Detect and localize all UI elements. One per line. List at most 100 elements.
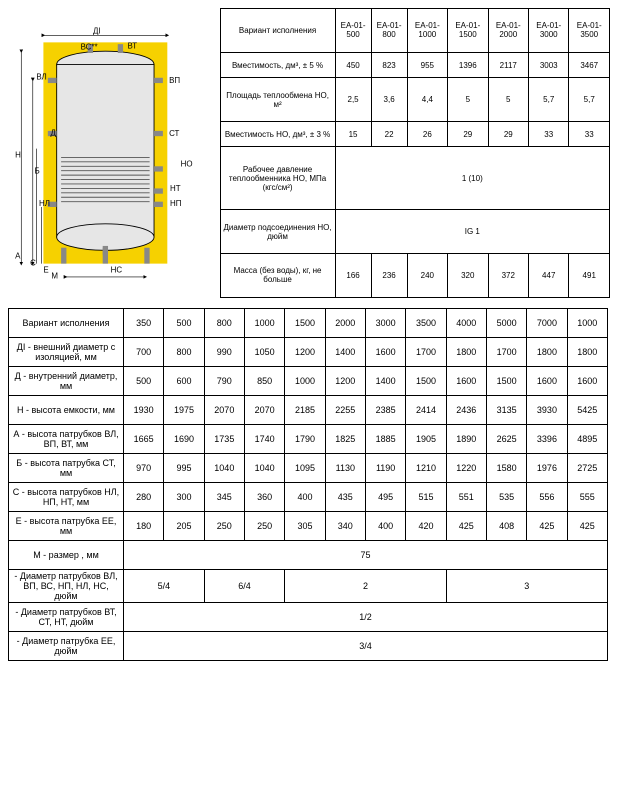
t1-cell: 5 [488, 78, 528, 122]
t1-cell: 450 [335, 52, 371, 77]
t2-cell: 1800 [446, 338, 486, 367]
t2-cell: 556 [527, 483, 567, 512]
t2-cell: 2070 [204, 396, 244, 425]
t2-cell: 1210 [406, 454, 446, 483]
t2-cell: 400 [365, 512, 405, 541]
t2-cell: 850 [244, 367, 284, 396]
t1-cell: 1 (10) [335, 147, 609, 210]
t2-cell: 305 [285, 512, 325, 541]
t2-cell: 2436 [446, 396, 486, 425]
t2-cell: 1040 [244, 454, 284, 483]
t2-cell: 345 [204, 483, 244, 512]
t2-cell: 1600 [365, 338, 405, 367]
t2-cell: 551 [446, 483, 486, 512]
t2-cell: 6/4 [204, 570, 285, 603]
t2-row-label: С - высота патрубков НЛ, НП, НТ, мм [9, 483, 124, 512]
t1-cell: 2,5 [335, 78, 371, 122]
t1-cell: IG 1 [335, 210, 609, 254]
lbl-vl: ВЛ [36, 73, 46, 82]
t2-cell: 3 [446, 570, 607, 603]
t1-cell: 33 [529, 122, 569, 147]
t2-cell: 1690 [164, 425, 204, 454]
lbl-m: М [51, 272, 58, 281]
t1-cell: 823 [371, 52, 407, 77]
t2-cell: 425 [527, 512, 567, 541]
t2-cell: 280 [124, 483, 164, 512]
t2-cell: 250 [204, 512, 244, 541]
t1-cell: 955 [407, 52, 447, 77]
t2-cell: 1/2 [124, 603, 608, 632]
t1-header: EA-01-2000 [488, 9, 528, 53]
lbl-ns: НС [111, 265, 123, 274]
t1-cell: 166 [335, 253, 371, 297]
t2-header: 3000 [365, 309, 405, 338]
t2-header: Вариант исполнения [9, 309, 124, 338]
t1-cell: 320 [448, 253, 488, 297]
t2-cell: 1500 [486, 367, 526, 396]
t2-cell: 1600 [527, 367, 567, 396]
t2-header: 7000 [527, 309, 567, 338]
t2-cell: 360 [244, 483, 284, 512]
t2-cell: 1800 [567, 338, 607, 367]
t2-cell: 600 [164, 367, 204, 396]
t2-cell: 5425 [567, 396, 607, 425]
t2-cell: 1095 [285, 454, 325, 483]
lbl-h: Н [15, 150, 21, 159]
lbl-a: А [15, 251, 21, 260]
t1-cell: 236 [371, 253, 407, 297]
t1-cell: 491 [569, 253, 610, 297]
t2-header: 1000 [244, 309, 284, 338]
t1-row-label: Площадь теплообмена НО, м² [220, 78, 335, 122]
t2-cell: 500 [124, 367, 164, 396]
t2-cell: 1200 [285, 338, 325, 367]
t2-row-label: А - высота патрубков ВЛ, ВП, ВТ, мм [9, 425, 124, 454]
t2-cell: 995 [164, 454, 204, 483]
t2-header: 1500 [285, 309, 325, 338]
t2-cell: 990 [204, 338, 244, 367]
t2-cell: 180 [124, 512, 164, 541]
t2-cell: 1700 [486, 338, 526, 367]
lbl-d: Д [50, 128, 56, 137]
t1-cell: 3003 [529, 52, 569, 77]
t2-cell: 400 [285, 483, 325, 512]
t2-cell: 700 [124, 338, 164, 367]
t2-cell: 1930 [124, 396, 164, 425]
t1-row-label: Масса (без воды), кг, не больше [220, 253, 335, 297]
lbl-vp: ВП [169, 76, 180, 85]
t2-row-label: Е - высота патрубка ЕЕ, мм [9, 512, 124, 541]
t2-header: 1000 [567, 309, 607, 338]
t1-row-label: Рабочее давление теплообменника НО, МПа … [220, 147, 335, 210]
t2-cell: 4895 [567, 425, 607, 454]
t1-cell: 447 [529, 253, 569, 297]
t1-cell: 5 [448, 78, 488, 122]
t2-cell: 1905 [406, 425, 446, 454]
t2-cell: 1000 [285, 367, 325, 396]
t2-cell: 1825 [325, 425, 365, 454]
t2-cell: 75 [124, 541, 608, 570]
t2-cell: 1040 [204, 454, 244, 483]
t2-row-label: Н - высота емкости, мм [9, 396, 124, 425]
spec-table-top: Вариант исполненияEA-01-500EA-01-800EA-0… [220, 8, 610, 298]
t2-header: 800 [204, 309, 244, 338]
lbl-vt: ВТ [127, 42, 137, 51]
t2-row-label: ДІ - внешний диаметр с изоляцией, мм [9, 338, 124, 367]
t2-header: 500 [164, 309, 204, 338]
t2-cell: 1200 [325, 367, 365, 396]
t2-cell: 420 [406, 512, 446, 541]
t1-row-label: Диаметр подсоединения НО, дюйм [220, 210, 335, 254]
t2-cell: 1665 [124, 425, 164, 454]
t1-header: EA-01-3000 [529, 9, 569, 53]
t2-cell: 1700 [406, 338, 446, 367]
t2-cell: 1740 [244, 425, 284, 454]
t2-cell: 495 [365, 483, 405, 512]
t1-header: Вариант исполнения [220, 9, 335, 53]
t1-cell: 29 [448, 122, 488, 147]
t2-cell: 2070 [244, 396, 284, 425]
t2-cell: 2625 [486, 425, 526, 454]
t1-header: EA-01-3500 [569, 9, 610, 53]
t1-row-label: Вместимость, дм³, ± 5 % [220, 52, 335, 77]
t2-cell: 515 [406, 483, 446, 512]
t1-cell: 2117 [488, 52, 528, 77]
lbl-c: С [30, 258, 36, 267]
t2-cell: 425 [446, 512, 486, 541]
